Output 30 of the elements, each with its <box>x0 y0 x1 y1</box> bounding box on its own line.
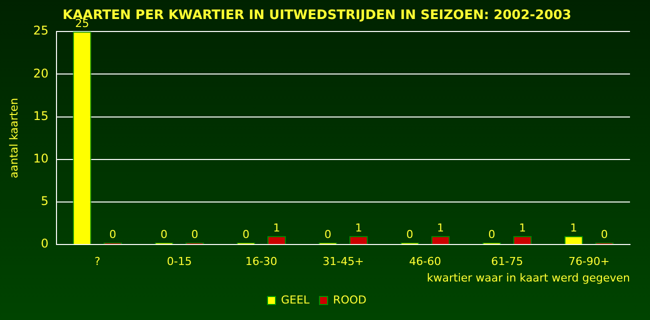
x-tick-label: 0-15 <box>166 255 192 268</box>
x-tick-label: 61-75 <box>491 255 524 268</box>
x-tick-label: 16-30 <box>245 255 278 268</box>
y-tick-label: 10 <box>33 152 48 166</box>
data-label: 0 <box>109 228 116 241</box>
data-label: 0 <box>600 228 608 241</box>
data-label: 0 <box>324 228 332 241</box>
data-label: 0 <box>488 228 496 241</box>
x-tick-label: 76-90+ <box>568 255 610 268</box>
data-label: 1 <box>273 221 280 234</box>
data-label: 0 <box>160 228 168 241</box>
legend-label: GEEL <box>281 293 310 306</box>
data-label: 0 <box>406 228 414 241</box>
data-label: 1 <box>355 221 362 234</box>
data-label: 1 <box>518 221 526 234</box>
data-label: 0 <box>242 228 250 241</box>
y-tick-label: 0 <box>40 236 48 251</box>
data-label: 1 <box>570 221 578 234</box>
y-tick-label: 20 <box>33 66 48 80</box>
legend-label: ROOD <box>333 293 366 306</box>
x-tick-label: 31-45+ <box>322 255 364 268</box>
x-axis-title: kwartier waar in kaart werd gegeven <box>426 271 630 284</box>
x-tick-label: ? <box>94 255 101 268</box>
data-label: 1 <box>437 221 444 234</box>
y-tick-label: 25 <box>33 24 48 38</box>
data-label: 0 <box>191 228 198 241</box>
y-axis-title: aantal kaarten <box>7 98 20 178</box>
y-tick-label: 15 <box>33 108 48 123</box>
x-tick-label: 46-60 <box>409 255 442 268</box>
y-tick-label: 5 <box>40 194 48 208</box>
